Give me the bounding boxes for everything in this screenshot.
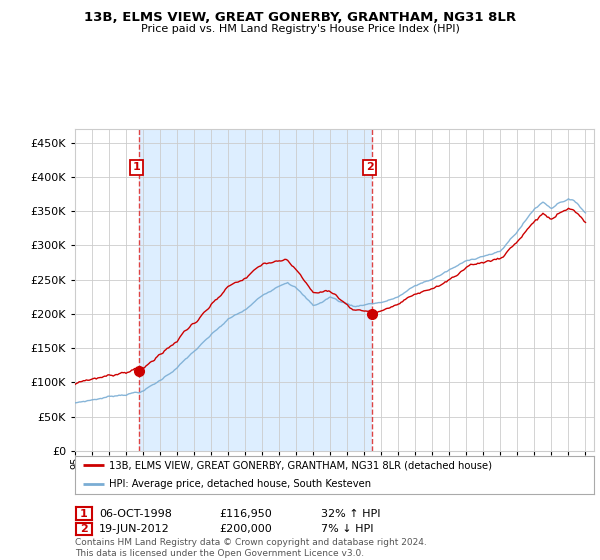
Text: 7% ↓ HPI: 7% ↓ HPI [321, 524, 373, 534]
Text: HPI: Average price, detached house, South Kesteven: HPI: Average price, detached house, Sout… [109, 479, 371, 489]
Text: Price paid vs. HM Land Registry's House Price Index (HPI): Price paid vs. HM Land Registry's House … [140, 24, 460, 34]
Text: Contains HM Land Registry data © Crown copyright and database right 2024.
This d: Contains HM Land Registry data © Crown c… [75, 538, 427, 558]
Text: £116,950: £116,950 [219, 508, 272, 519]
Text: 32% ↑ HPI: 32% ↑ HPI [321, 508, 380, 519]
Text: 06-OCT-1998: 06-OCT-1998 [99, 508, 172, 519]
Text: 2: 2 [366, 162, 374, 172]
Text: 19-JUN-2012: 19-JUN-2012 [99, 524, 170, 534]
Text: £200,000: £200,000 [219, 524, 272, 534]
Text: 13B, ELMS VIEW, GREAT GONERBY, GRANTHAM, NG31 8LR: 13B, ELMS VIEW, GREAT GONERBY, GRANTHAM,… [84, 11, 516, 24]
Bar [139, 129, 372, 451]
Text: 13B, ELMS VIEW, GREAT GONERBY, GRANTHAM, NG31 8LR (detached house): 13B, ELMS VIEW, GREAT GONERBY, GRANTHAM,… [109, 460, 492, 470]
Text: 1: 1 [80, 508, 88, 519]
Text: 1: 1 [133, 162, 140, 172]
Text: 2: 2 [80, 524, 88, 534]
